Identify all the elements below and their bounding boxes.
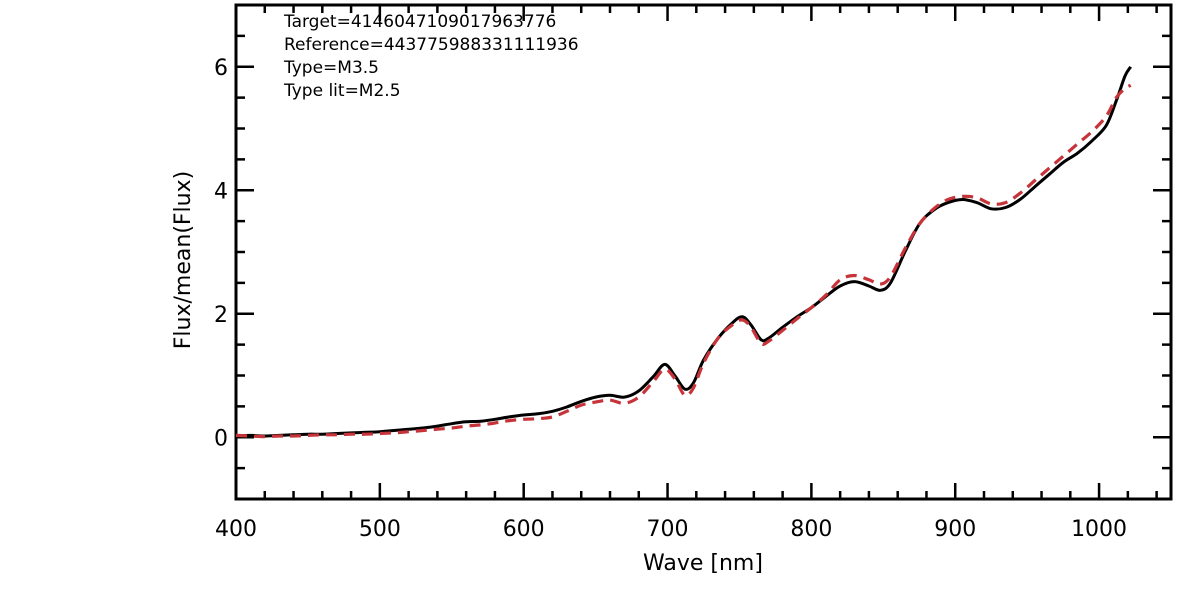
annotation-text: Type=M3.5 [283, 58, 379, 78]
y-axis-label: Flux/mean(Flux) [171, 171, 196, 349]
target-spectrum-line [235, 65, 1132, 438]
x-tick-label: 500 [359, 517, 401, 542]
x-tick-label: 800 [790, 517, 832, 542]
x-tick-label: 700 [647, 517, 689, 542]
axis-ticks [234, 3, 1171, 501]
x-tick-label: 900 [934, 517, 976, 542]
annotation-text: Type lit=M2.5 [283, 81, 401, 101]
y-tick-label: 2 [214, 303, 228, 328]
plot-frame [234, 3, 1173, 501]
series-layer [235, 65, 1132, 439]
x-tick-label: 400 [215, 517, 257, 542]
annotations: Target=4146047109017963776 Reference=4437… [283, 12, 579, 101]
x-tick-label: 600 [503, 517, 545, 542]
y-tick-label: 6 [214, 56, 228, 81]
annotation-text: Reference=443775988331111936 [284, 35, 579, 55]
x-axis-label: Wave [nm] [643, 551, 763, 576]
y-tick-label: 4 [214, 179, 228, 204]
annotation-text: Target=4146047109017963776 [283, 12, 556, 32]
tick-labels: 400 500 600 700 800 900 1000 0 2 4 6 [214, 56, 1127, 542]
y-tick-label: 0 [214, 426, 228, 451]
x-tick-label: 1000 [1071, 517, 1127, 542]
reference-spectrum-line [235, 83, 1132, 439]
